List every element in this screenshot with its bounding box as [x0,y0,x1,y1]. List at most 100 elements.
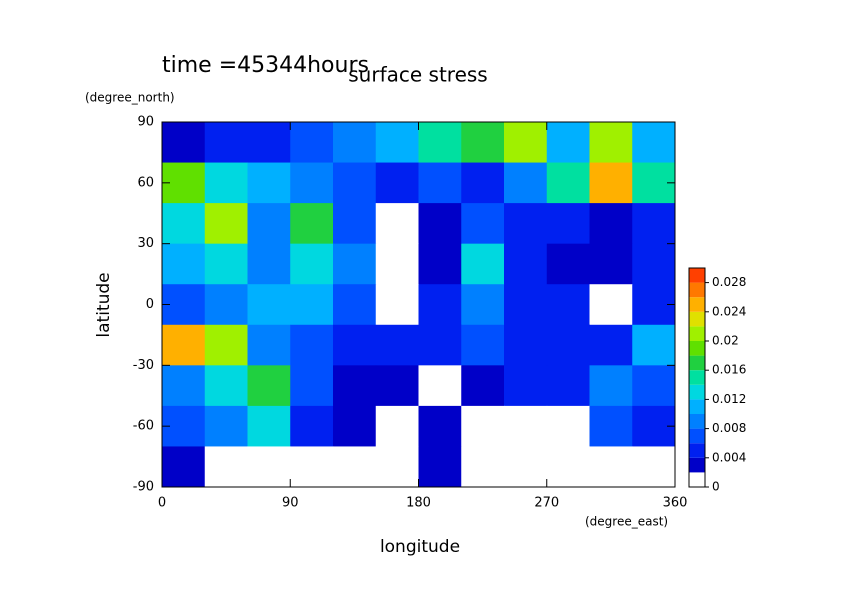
colorbar-band [689,326,705,341]
field-cell [589,122,633,164]
field-cell [546,162,590,204]
field-cell [504,446,548,488]
y-axis-label: latitude [94,272,114,337]
field-cell [461,162,505,204]
field-cell [589,284,633,326]
field-cell [632,365,676,407]
x-unit: (degree_east) [585,515,668,529]
field-cell [504,203,548,245]
field-cell [589,203,633,245]
x-axis-label: longitude [380,537,460,557]
field-cell [461,284,505,326]
colorbar-band [689,311,705,327]
field-cell [632,122,676,164]
field-cell [247,243,291,285]
field-cell [333,122,377,164]
axes: 0 90 180 270 360 -90 -60 -30 0 30 60 90 0 0.004 0.008 0… [133,115,747,511]
field-cell [375,446,419,488]
colorbar-band [689,355,705,371]
field-cell [290,243,334,285]
field-cell [333,162,377,204]
colorbar-tick-label: 0.004 [712,450,746,464]
field-cell [333,203,377,245]
y-tick-label: 60 [137,175,154,190]
colorbar-band [689,282,705,298]
y-tick-label: 90 [137,115,154,130]
field-cell [375,365,419,407]
field-cell [333,446,377,488]
field-cell [333,324,377,366]
field-cell [504,243,548,285]
field-cell [375,122,419,164]
field-cell [333,243,377,285]
field-cell [290,122,334,164]
field-cell [461,446,505,488]
x-tick-label: 180 [406,496,431,511]
field-cell [290,405,334,447]
field-cell [546,122,590,164]
field-cell [461,203,505,245]
field-cell [504,365,548,407]
field-cell [546,446,590,488]
colorbar-tick-label: 0.012 [712,392,746,406]
field-cell [418,122,462,164]
field-cell [589,405,633,447]
field-cell [418,284,462,326]
field-cell [632,446,676,488]
colorbar-tick-label: 0.024 [712,304,746,318]
colorbar-tick-label: 0.028 [712,275,746,289]
field-cell [589,324,633,366]
chart-subtitle: time =45344hours [162,53,369,78]
field-cell [247,122,291,164]
field-cell [632,243,676,285]
colorbar-band [689,443,705,458]
colorbar-band [689,457,705,473]
x-tick-label: 360 [663,496,688,511]
colorbar-band [689,268,705,283]
y-tick-label: 30 [137,236,154,251]
field-cell [375,243,419,285]
field-cell [546,243,590,285]
colorbar-band [689,414,705,429]
field-cell [546,324,590,366]
field-cell [204,446,248,488]
y-unit: (degree_north) [85,91,175,105]
field-cell [418,405,462,447]
field-cell [461,324,505,366]
field-cell [247,162,291,204]
colorbar-band [689,297,705,312]
colorbar-below [689,472,705,487]
field-cell [504,324,548,366]
field-cell [375,203,419,245]
field-cell [546,203,590,245]
x-tick-label: 0 [158,496,166,511]
colorbar-band [689,341,705,356]
field-cell [418,324,462,366]
field-cell [461,365,505,407]
field-cell [504,284,548,326]
y-tick-label: -60 [133,419,154,434]
field-cell [546,284,590,326]
field-cell [247,405,291,447]
field-cell [162,243,206,285]
field [162,122,676,488]
field-cell [375,324,419,366]
field-cell [333,365,377,407]
chart-title: surface stress [348,63,487,87]
field-cell [546,405,590,447]
field-cell [461,405,505,447]
field-cell [461,243,505,285]
field-cell [375,284,419,326]
field-cell [504,405,548,447]
field-cell [589,446,633,488]
field-cell [162,365,206,407]
field-cell [290,284,334,326]
field-cell [162,324,206,366]
field-cell [162,446,206,488]
field-cell [247,446,291,488]
x-tick-label: 270 [534,496,559,511]
field-cell [247,365,291,407]
colorbar-frame [688,267,706,488]
y-tick-label: 0 [146,297,154,312]
